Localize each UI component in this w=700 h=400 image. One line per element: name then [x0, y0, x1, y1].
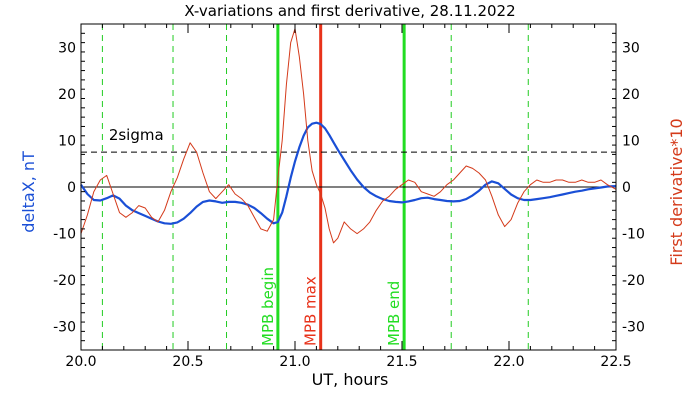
x-tick-label: 20.5 [172, 354, 203, 370]
y-tick-label-left: 20 [58, 87, 76, 103]
x-tick-label: 22.0 [493, 354, 524, 370]
x-tick-label: 21.0 [279, 354, 310, 370]
y-tick-label-left: 10 [58, 133, 76, 149]
y-tick-label-right: 10 [622, 133, 640, 149]
y-tick-label-left: -30 [53, 320, 76, 336]
y-tick-label-right: -10 [622, 227, 645, 243]
derivative-line [80, 28, 617, 244]
tick-labels: -30 -30 -20 -20 -10 -10 0 0 10 10 20 20 30 30 20.0 20.5… [53, 40, 645, 370]
y-tick-label-left: 0 [67, 180, 76, 196]
chart-title: X-variations and first derivative, 28.11… [184, 2, 515, 20]
y-tick-label-right: -20 [622, 273, 645, 289]
plot-frame [80, 23, 617, 351]
y-tick-label-right: -30 [622, 320, 645, 336]
x-axis-label: UT, hours [312, 370, 389, 389]
y-tick-label-left: -20 [53, 273, 76, 289]
x-tick-label: 22.5 [600, 354, 631, 370]
annotations: 2sigma MPB begin MPB max MPB end [109, 126, 403, 346]
reference-lines [81, 151, 616, 188]
axes [80, 23, 617, 351]
y-tick-label-left: -10 [53, 227, 76, 243]
marker-label: MPB end [385, 281, 403, 346]
x-tick-label: 21.5 [386, 354, 417, 370]
y-axis-label-left: deltaX, nT [19, 151, 38, 233]
y-axis-label-right: First derivative*10 [667, 118, 686, 265]
series-lines [80, 28, 617, 244]
y-tick-label-right: 30 [622, 40, 640, 56]
sigma-label: 2sigma [109, 126, 164, 144]
y-tick-label-right: 0 [622, 180, 631, 196]
marker-label: MPB max [302, 276, 320, 346]
y-tick-label-left: 30 [58, 40, 76, 56]
marker-label: MPB begin [259, 267, 277, 346]
y-tick-label-right: 20 [622, 87, 640, 103]
x-tick-label: 20.0 [65, 354, 96, 370]
